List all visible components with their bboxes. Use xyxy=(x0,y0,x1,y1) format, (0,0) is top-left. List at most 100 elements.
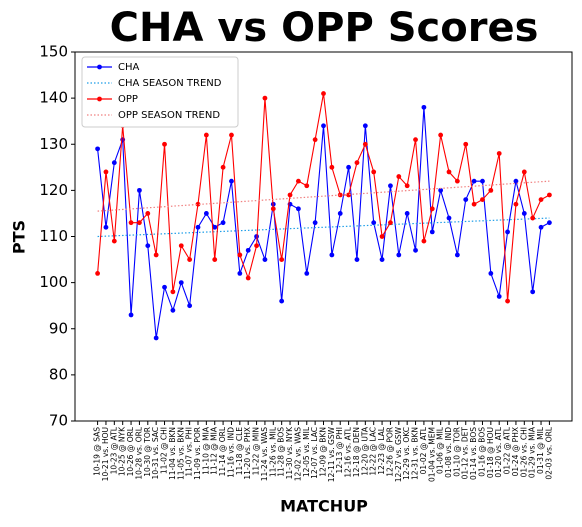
point xyxy=(187,303,193,309)
x-tick-label: 11-05 vs. BKN xyxy=(176,427,185,480)
point xyxy=(329,252,335,258)
point xyxy=(337,211,343,216)
x-tick-label: 01-24 @ PHX xyxy=(511,427,520,476)
x-tick-label: 01-18 @ HOU xyxy=(486,427,495,478)
point xyxy=(538,224,544,230)
x-tick-label: 10-23 @ ATL xyxy=(109,426,118,474)
point xyxy=(295,178,301,184)
point xyxy=(538,197,544,203)
x-tick-label: 11-10 @ MIA xyxy=(201,426,210,475)
x-tick-label: 10-21 vs. HOU xyxy=(101,427,110,481)
point xyxy=(128,220,134,226)
point xyxy=(178,243,184,249)
y-tick-label: 120 xyxy=(39,181,68,199)
x-tick-label: 11-20 vs. PHX xyxy=(243,427,252,480)
point xyxy=(229,132,234,138)
x-tick-label: 11-14 @ ORL xyxy=(218,426,227,476)
x-tick-label: 12-05 vs. MIL xyxy=(302,426,311,477)
point xyxy=(137,187,142,193)
point xyxy=(279,257,285,262)
x-tick-label: 12-13 @ PHI xyxy=(335,427,344,473)
x-tick-label: 11-09 vs. POR xyxy=(193,427,202,480)
legend-label: CHA SEASON TREND xyxy=(118,78,222,89)
point xyxy=(362,123,368,129)
point xyxy=(212,224,218,230)
x-tick-label: 11-26 vs. MIL xyxy=(268,426,277,477)
x-tick-label: 12-31 vs. BKN xyxy=(411,427,420,480)
y-tick-label: 90 xyxy=(49,319,68,337)
point xyxy=(220,220,226,226)
point xyxy=(111,160,117,166)
point xyxy=(195,201,201,207)
x-tick-label: 10-31 vs. SAC xyxy=(151,427,160,479)
point xyxy=(295,206,301,212)
x-tick-label: 01-26 vs. CHI xyxy=(519,427,528,477)
point xyxy=(547,192,552,198)
x-tick-label: 12-22 @ LAC xyxy=(369,427,378,476)
point xyxy=(496,151,502,156)
x-tick-label: 12-07 vs. LAC xyxy=(310,427,319,479)
point xyxy=(262,95,268,101)
point xyxy=(488,271,494,276)
x-tick-label: 11-07 vs. PHI xyxy=(185,427,194,477)
x-tick-label: 01-14 vs. BOS xyxy=(469,427,478,480)
x-tick-label: 12-18 @ DEN xyxy=(352,427,361,477)
x-tick-label: 01-29 vs. MIA xyxy=(528,426,537,478)
x-tick-label: 12-29 vs. OKC xyxy=(402,427,411,480)
x-tick-label: 12-27 vs. GSW xyxy=(394,426,403,482)
point xyxy=(438,187,444,193)
point xyxy=(454,178,460,184)
point xyxy=(404,211,410,216)
point xyxy=(379,257,385,262)
x-tick-label: 12-26 @ POR xyxy=(385,427,394,477)
point xyxy=(496,294,502,299)
point xyxy=(354,160,360,166)
x-tick-label: 10-19 @ SAS xyxy=(93,427,102,476)
x-tick-label: 12-20 @ UTA xyxy=(360,426,369,476)
point xyxy=(337,192,343,198)
legend-marker xyxy=(97,64,102,70)
y-tick-label: 140 xyxy=(39,89,68,107)
x-tick-label: 01-10 @ TOR xyxy=(452,427,461,477)
point xyxy=(371,169,377,175)
y-tick-label: 80 xyxy=(49,365,68,383)
point xyxy=(195,224,201,230)
point xyxy=(128,312,134,318)
legend: CHA CHA SEASON TREND OPP OPP SEASON TREND xyxy=(81,56,239,128)
point xyxy=(103,169,109,175)
point xyxy=(404,183,410,189)
point xyxy=(312,220,318,226)
point xyxy=(245,247,251,253)
point xyxy=(237,252,243,258)
point xyxy=(287,192,293,198)
point xyxy=(270,206,276,212)
x-axis-label: MATCHUP xyxy=(280,497,368,516)
point xyxy=(212,257,218,262)
point xyxy=(530,215,536,221)
point xyxy=(421,104,427,110)
point xyxy=(321,91,326,96)
point xyxy=(396,174,402,179)
y-tick-label: 150 xyxy=(39,43,68,61)
chart-title: CHA vs OPP Scores xyxy=(110,5,539,51)
point xyxy=(178,280,184,286)
point xyxy=(530,289,536,295)
y-tick-label: 70 xyxy=(49,412,68,430)
x-tick-label: 11-24 vs. WAS xyxy=(260,427,269,481)
legend-label: OPP xyxy=(118,94,138,105)
point xyxy=(379,234,385,239)
point xyxy=(95,146,100,152)
legend-label: OPP SEASON TREND xyxy=(118,110,220,121)
x-tick-label: 01-06 @ MIL xyxy=(436,426,445,474)
legend-marker xyxy=(97,96,102,102)
point xyxy=(388,220,393,226)
point xyxy=(463,141,469,147)
point xyxy=(396,252,402,258)
x-tick-label: 02-03 vs. ORL xyxy=(544,426,553,479)
point xyxy=(153,252,159,258)
point xyxy=(229,178,234,184)
point xyxy=(446,215,452,221)
y-tick-label: 130 xyxy=(39,135,68,153)
point xyxy=(187,257,193,262)
